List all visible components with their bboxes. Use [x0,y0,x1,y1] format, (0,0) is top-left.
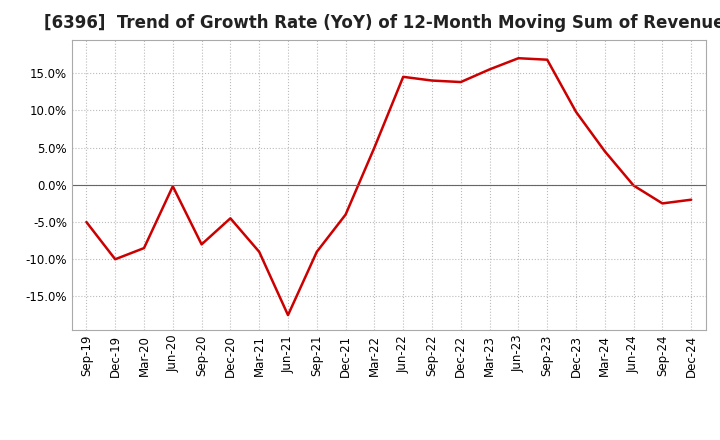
Title: [6396]  Trend of Growth Rate (YoY) of 12-Month Moving Sum of Revenues: [6396] Trend of Growth Rate (YoY) of 12-… [44,15,720,33]
